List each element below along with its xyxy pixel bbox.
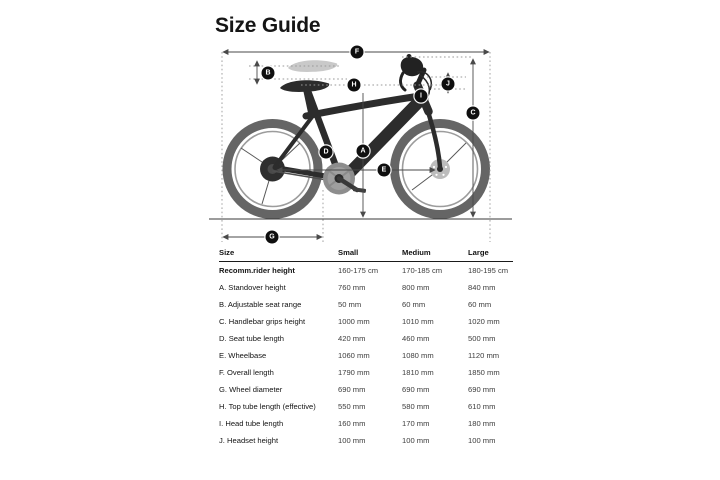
dimension-marker-C: C (466, 106, 480, 120)
row-label: A. Standover height (219, 283, 286, 292)
dimension-marker-I: I (414, 89, 428, 103)
row-label: F. Overall length (219, 368, 274, 377)
handlebar (399, 54, 432, 100)
cell-medium: 100 mm (402, 436, 430, 445)
table-header: Size Small Medium Large (219, 244, 513, 261)
cell-small: 420 mm (338, 334, 366, 343)
header-large: Large (468, 248, 489, 257)
dimension-marker-D: D (319, 145, 333, 159)
row-label: C. Handlebar grips height (219, 317, 306, 326)
cell-small: 100 mm (338, 436, 366, 445)
cell-medium: 580 mm (402, 402, 430, 411)
header-small: Small (338, 248, 359, 257)
cell-large: 500 mm (468, 334, 496, 343)
cell-large: 180-195 cm (468, 266, 509, 275)
cell-large: 180 mm (468, 419, 496, 428)
table-body: Recomm.rider height 160-175 cm 170-185 c… (219, 262, 513, 449)
cell-medium: 1010 mm (402, 317, 434, 326)
dimension-marker-E: E (377, 163, 391, 177)
cell-medium: 690 mm (402, 385, 430, 394)
row-label: Recomm.rider height (219, 266, 295, 275)
bike-illustration (209, 49, 512, 242)
row-label: D. Seat tube length (219, 334, 285, 343)
seatpost (302, 87, 314, 117)
header-medium: Medium (402, 248, 431, 257)
dimension-marker-J: J (441, 77, 455, 91)
cell-large: 610 mm (468, 402, 496, 411)
saddle (280, 80, 330, 92)
cell-large: 1120 mm (468, 351, 500, 360)
cell-medium: 170 mm (402, 419, 430, 428)
cell-large: 840 mm (468, 283, 496, 292)
row-label: G. Wheel diameter (219, 385, 283, 394)
cell-medium: 1810 mm (402, 368, 434, 377)
rear-wheel (222, 119, 323, 219)
row-label: E. Wheelbase (219, 351, 267, 360)
cell-medium: 1080 mm (402, 351, 434, 360)
dimension-marker-F: F (350, 45, 364, 59)
page-title: Size Guide (215, 14, 321, 37)
row-label: B. Adjustable seat range (219, 300, 302, 309)
table-row: E. Wheelbase 1060 mm 1080 mm 1120 mm (219, 347, 513, 364)
cell-large: 1850 mm (468, 368, 500, 377)
cell-small: 690 mm (338, 385, 366, 394)
table-row: D. Seat tube length 420 mm 460 mm 500 mm (219, 330, 513, 347)
dimension-marker-B: B (261, 66, 275, 80)
dotted-guides (221, 52, 491, 242)
cell-small: 1000 mm (338, 317, 370, 326)
cell-medium: 60 mm (402, 300, 426, 309)
cell-small: 1060 mm (338, 351, 370, 360)
cell-small: 550 mm (338, 402, 366, 411)
row-label: J. Headset height (219, 436, 279, 445)
dimension-marker-H: H (347, 78, 361, 92)
cell-medium: 460 mm (402, 334, 430, 343)
cell-small: 160 mm (338, 419, 366, 428)
cell-small: 760 mm (338, 283, 366, 292)
row-label: I. Head tube length (219, 419, 284, 428)
cell-small: 160-175 cm (338, 266, 379, 275)
table-row: A. Standover height 760 mm 800 mm 840 mm (219, 279, 513, 296)
table-row: G. Wheel diameter 690 mm 690 mm 690 mm (219, 381, 513, 398)
cell-large: 690 mm (468, 385, 496, 394)
cell-large: 60 mm (468, 300, 492, 309)
header-divider (219, 261, 513, 262)
table-row: F. Overall length 1790 mm 1810 mm 1850 m… (219, 364, 513, 381)
cell-small: 1790 mm (338, 368, 370, 377)
table-row: H. Top tube length (effective) 550 mm 58… (219, 398, 513, 415)
row-label: H. Top tube length (effective) (219, 402, 316, 411)
table-row: Recomm.rider height 160-175 cm 170-185 c… (219, 262, 513, 279)
table-row: C. Handlebar grips height 1000 mm 1010 m… (219, 313, 513, 330)
cell-medium: 170-185 cm (402, 266, 443, 275)
size-table: Size Small Medium Large Recomm.rider hei… (219, 244, 513, 449)
cell-large: 100 mm (468, 436, 496, 445)
cell-large: 1020 mm (468, 317, 500, 326)
dimension-marker-A: A (356, 144, 370, 158)
table-row: B. Adjustable seat range 50 mm 60 mm 60 … (219, 296, 513, 313)
cell-small: 50 mm (338, 300, 362, 309)
cell-medium: 800 mm (402, 283, 430, 292)
dimension-marker-G: G (265, 230, 279, 244)
table-row: I. Head tube length 160 mm 170 mm 180 mm (219, 415, 513, 432)
table-row: J. Headset height 100 mm 100 mm 100 mm (219, 432, 513, 449)
header-size: Size (219, 248, 235, 257)
